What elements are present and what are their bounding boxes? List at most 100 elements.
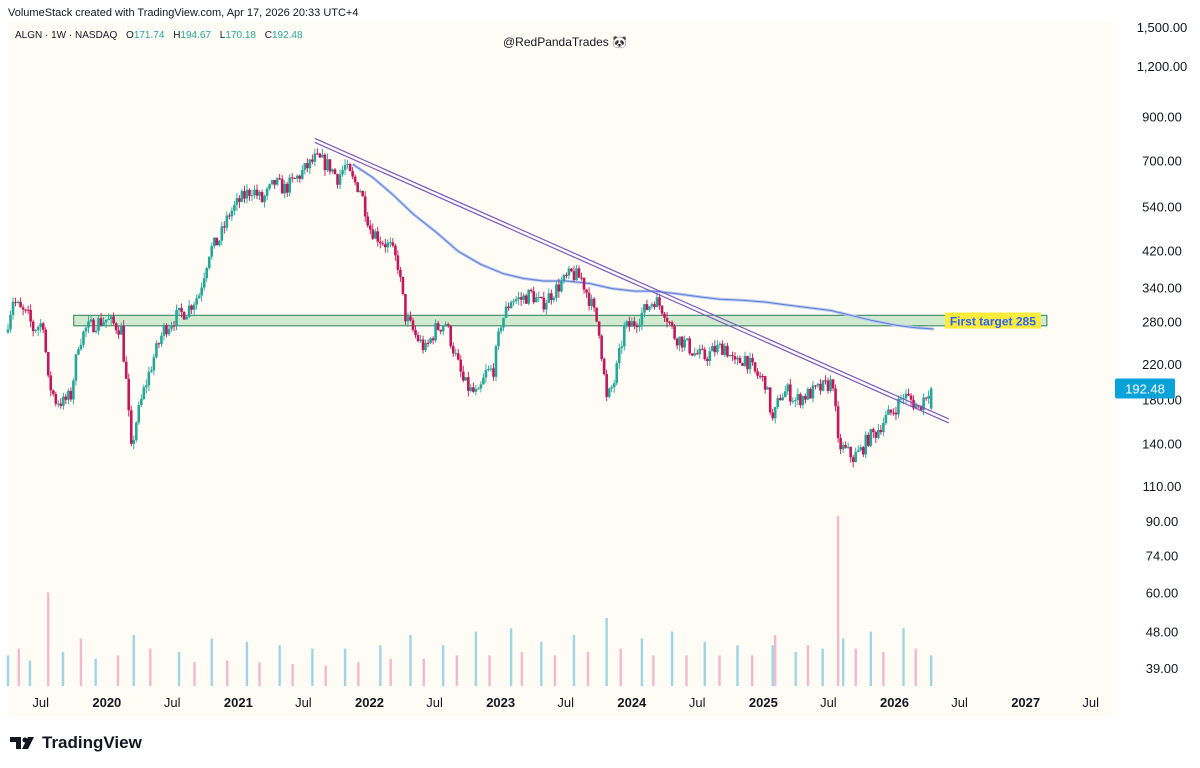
candle-body: [502, 317, 505, 328]
candle-body: [690, 353, 694, 356]
candle-body: [856, 450, 860, 453]
candle-body: [517, 297, 520, 300]
tradingview-logo[interactable]: TradingView: [10, 733, 142, 753]
candle-body: [834, 388, 837, 407]
candle-body: [389, 242, 392, 244]
candle-body: [49, 375, 53, 391]
volume-bar: [441, 645, 445, 686]
candle-body: [585, 289, 588, 293]
candle-body: [363, 196, 367, 217]
candle-body: [157, 343, 161, 345]
candle-body: [605, 374, 608, 397]
candle-body: [733, 356, 737, 360]
volume-bar: [902, 628, 905, 686]
y-tick-label: 140.00: [1142, 436, 1182, 451]
candle-body: [904, 393, 908, 399]
candle-body: [484, 369, 488, 378]
volume-bar: [836, 516, 840, 686]
candle-body: [607, 388, 611, 397]
volume-bar: [79, 638, 83, 686]
candle-body: [283, 183, 286, 194]
candle-body: [557, 284, 561, 292]
volume-bar: [605, 618, 608, 686]
candle-body: [791, 401, 795, 403]
x-tick-label: Jul: [820, 695, 837, 710]
volume-bar: [193, 662, 196, 686]
target-label: First target 285: [950, 315, 1036, 329]
volume-bar: [177, 652, 181, 686]
volume-bar: [572, 635, 576, 686]
candle-body: [487, 368, 490, 370]
symbol-name[interactable]: ALGN · 1W · NASDAQ: [15, 30, 118, 41]
candle-body: [849, 447, 852, 458]
candle-body: [794, 400, 797, 402]
volume-bar: [94, 658, 97, 686]
candle-body: [555, 284, 558, 298]
target-zone[interactable]: [73, 314, 1048, 327]
symbol-legend: ALGN · 1W · NASDAQ O171.74 H194.67 L170.…: [15, 30, 303, 41]
candle-body: [51, 390, 55, 394]
tradingview-icon: [10, 737, 34, 749]
candle-body: [597, 321, 601, 336]
price-scale[interactable]: [1113, 22, 1200, 716]
candle-body: [819, 383, 822, 391]
volume-bar: [794, 652, 797, 686]
volume-bar: [210, 638, 213, 686]
candle-body: [783, 391, 787, 398]
candle-body: [474, 389, 478, 392]
candle-body: [685, 338, 689, 340]
candle-body: [459, 359, 463, 372]
candle-body: [439, 329, 442, 332]
volume-bar: [685, 655, 688, 686]
candle-body: [924, 397, 928, 399]
x-tick-label: Jul: [32, 695, 49, 710]
x-tick-label: 2026: [880, 695, 909, 710]
candle-body: [789, 384, 792, 402]
volume-bar: [509, 628, 513, 686]
candle-body: [889, 409, 893, 413]
candle-body: [897, 398, 900, 415]
candle-body: [127, 378, 131, 411]
candle-body: [308, 159, 312, 169]
candle-body: [449, 325, 453, 347]
candle-body: [718, 343, 722, 346]
candle-body: [826, 380, 830, 391]
candle-body: [914, 405, 918, 409]
candle-body: [230, 210, 234, 217]
trendline[interactable]: [314, 137, 950, 424]
candle-body: [688, 338, 691, 354]
candle-body: [14, 301, 17, 303]
candle-body: [778, 398, 782, 401]
candle-body: [190, 305, 193, 310]
chart-pane[interactable]: [8, 22, 1113, 716]
candle-body: [451, 346, 455, 354]
candle-body: [804, 396, 807, 400]
candle-body: [539, 296, 543, 298]
candle-body: [763, 376, 767, 390]
candle-body: [419, 339, 422, 342]
candle-body: [753, 362, 757, 372]
volume-bar: [703, 641, 706, 686]
candle-body: [746, 355, 749, 370]
volume-bar: [422, 658, 425, 686]
x-tick-label: Jul: [426, 695, 443, 710]
volume-bar: [409, 635, 412, 686]
volume-bar: [619, 648, 622, 686]
candle-body: [680, 336, 684, 348]
candle-body: [331, 169, 334, 172]
candle-body: [391, 242, 395, 246]
candle-body: [46, 352, 50, 376]
candle-body: [99, 318, 103, 326]
candle-body: [668, 321, 671, 323]
candle-body: [728, 355, 732, 357]
candle-body: [94, 330, 98, 333]
candle-body: [368, 225, 372, 230]
candle-body: [82, 331, 85, 345]
candle-body: [112, 316, 115, 324]
candle-body: [180, 307, 183, 312]
candle-body: [698, 348, 702, 355]
candle-body: [761, 376, 764, 378]
volume-bar: [670, 631, 674, 686]
candle-body: [36, 326, 40, 331]
